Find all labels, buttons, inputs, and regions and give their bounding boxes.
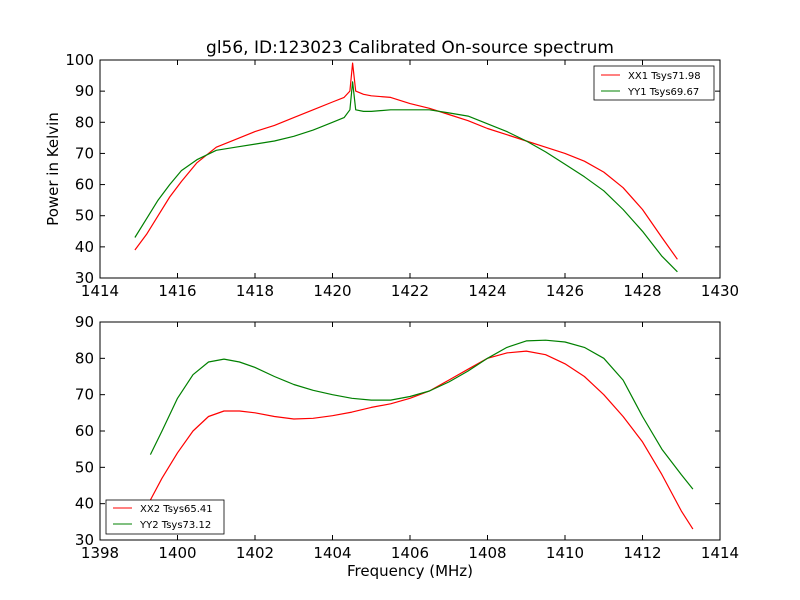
top-y-tick-label: 40	[75, 238, 94, 256]
top-y-tick-label: 80	[75, 113, 94, 131]
top-ticks-layer: 1414 1416 1418 1420 1422 1424 1426 1428 1430 30 40…	[65, 51, 739, 300]
top-x-tick-label: 1422	[391, 282, 429, 300]
top-legend-label-yy1: YY1 Tsys69.67	[627, 87, 699, 98]
bottom-y-tick-label: 40	[75, 495, 94, 513]
top-y-tick-label: 90	[75, 82, 94, 100]
bottom-x-tick-label: 1410	[546, 544, 584, 562]
top-y-tick-label: 60	[75, 176, 94, 194]
bottom-ticks-layer: 1398 1400 1402 1404 1406 1408 1410 1412 1414 30 40…	[75, 313, 739, 562]
top-x-tick-label: 1426	[546, 282, 584, 300]
top-series-line-1	[134, 62, 678, 260]
bottom-x-tick-label: 1406	[391, 544, 429, 562]
top-series-layer	[134, 62, 678, 273]
top-legend-box	[593, 65, 715, 101]
top-subplot: gl56, ID:123023 Calibrated On-source spe…	[44, 38, 739, 300]
top-legend-label-xx1: XX1 Tsys71.98	[628, 71, 701, 82]
top-legend: XX1 Tsys71.98 YY1 Tsys69.67	[593, 65, 715, 101]
top-y-tick-label: 30	[75, 269, 94, 287]
bottom-y-tick-label: 90	[75, 313, 94, 331]
top-x-tick-label: 1414	[81, 282, 119, 300]
top-x-tick-label: 1430	[701, 282, 739, 300]
bottom-x-tick-label: 1400	[158, 544, 196, 562]
bottom-x-tick-label: 1404	[313, 544, 351, 562]
bottom-x-tick-label: 1408	[468, 544, 506, 562]
bottom-x-tick-label: 1398	[81, 544, 119, 562]
top-x-tick-label: 1428	[623, 282, 661, 300]
bottom-series-layer	[149, 339, 694, 530]
bottom-x-tick-label: 1402	[236, 544, 274, 562]
top-series-line-2	[134, 81, 678, 273]
bottom-y-tick-label: 70	[75, 386, 94, 404]
bottom-legend: XX2 Tsys65.41 YY2 Tsys73.12	[105, 499, 225, 535]
bottom-y-tick-label: 50	[75, 458, 94, 476]
top-x-tick-label: 1416	[158, 282, 196, 300]
top-y-tick-label: 70	[75, 144, 94, 162]
bottom-legend-box	[105, 499, 225, 535]
bottom-x-axis-label: Frequency (MHz)	[347, 562, 473, 580]
bottom-y-tick-label: 60	[75, 422, 94, 440]
top-y-tick-label: 50	[75, 207, 94, 225]
bottom-legend-label-yy2: YY2 Tsys73.12	[139, 520, 211, 531]
bottom-x-tick-label: 1414	[701, 544, 739, 562]
bottom-series-line-2	[149, 339, 694, 490]
bottom-x-tick-label: 1412	[623, 544, 661, 562]
bottom-legend-label-xx2: XX2 Tsys65.41	[140, 504, 213, 515]
bottom-y-tick-label: 30	[75, 531, 94, 549]
bottom-series-line-1	[149, 350, 694, 530]
bottom-subplot: Frequency (MHz) 1398 1400 1402 1404 1406 1408…	[75, 313, 739, 580]
top-x-tick-label: 1424	[468, 282, 506, 300]
chart-title: gl56, ID:123023 Calibrated On-source spe…	[206, 38, 614, 58]
bottom-y-tick-label: 80	[75, 349, 94, 367]
top-y-axis-label: Power in Kelvin	[44, 112, 62, 226]
top-x-tick-label: 1418	[236, 282, 274, 300]
top-y-tick-label: 100	[65, 51, 94, 69]
top-x-tick-label: 1420	[313, 282, 351, 300]
